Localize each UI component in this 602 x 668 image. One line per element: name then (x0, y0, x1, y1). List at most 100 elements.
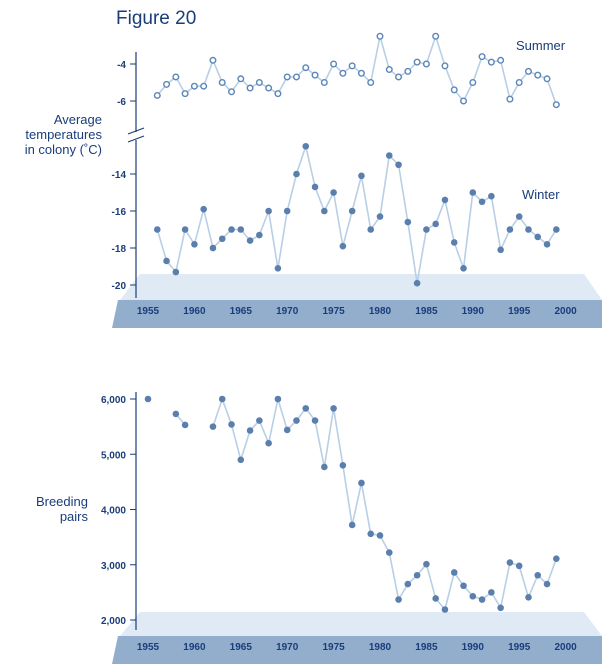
summer-data-point (311, 71, 319, 79)
pairs-x-tick-label: 1980 (369, 642, 392, 653)
summer-series-line (156, 33, 558, 105)
winter-data-point (181, 226, 189, 233)
pairs-series-segment (444, 572, 456, 610)
temperature-axis-base-front (112, 300, 602, 328)
winter-data-point (515, 213, 523, 220)
temperature-x-tick-label: 1995 (508, 306, 531, 317)
winter-data-point (293, 170, 300, 178)
pairs-data-point (478, 596, 486, 603)
summer-data-point (330, 60, 338, 68)
winter-data-point (469, 189, 477, 196)
temperature-x-tick-label: 1955 (137, 306, 160, 317)
summer-data-point (348, 62, 356, 70)
pairs-x-tick-label: 1965 (230, 642, 253, 653)
winter-y-tick-label: -18 (112, 244, 127, 255)
pairs-series-segment (546, 558, 558, 585)
summer-data-point (367, 78, 375, 86)
winter-data-point (265, 207, 272, 215)
pairs-y-tick-label: 3,000 (101, 561, 126, 572)
winter-data-point (311, 183, 319, 191)
summer-data-point (200, 82, 208, 90)
pairs-series-segment (518, 565, 530, 598)
summer-data-point (209, 56, 217, 64)
pairs-data-point (265, 439, 272, 447)
summer-series-label: Summer (516, 38, 566, 53)
pairs-data-point (506, 559, 514, 566)
winter-data-point (283, 207, 291, 215)
temperature-chart: -4 -6 -14 -16 -18 -20 1955 1960 1965 1970 1975 1980… (112, 32, 602, 328)
pairs-data-point (228, 421, 235, 428)
pairs-x-tick-label: 1985 (415, 642, 438, 653)
summer-data-point (460, 97, 468, 105)
summer-y-tick-label: -4 (117, 60, 126, 71)
pairs-x-tick-label: 1955 (137, 642, 160, 653)
summer-data-point (302, 64, 310, 72)
pairs-series-segment (388, 552, 400, 600)
winter-data-point (413, 279, 421, 287)
winter-data-point (376, 213, 384, 220)
pairs-data-point (441, 606, 449, 613)
pairs-data-point (311, 417, 319, 424)
winter-y-tick-label: -20 (112, 281, 127, 292)
pairs-data-point (469, 592, 477, 600)
winter-series-label: Winter (522, 187, 560, 202)
summer-data-point (283, 73, 291, 81)
summer-data-point (487, 58, 495, 66)
summer-data-point (237, 75, 245, 83)
winter-data-point (172, 268, 180, 276)
summer-data-point (450, 86, 458, 94)
pairs-series-segment (342, 465, 353, 526)
winter-data-point (553, 226, 560, 233)
winter-data-point (543, 241, 551, 248)
pairs-x-tick-label: 1970 (276, 642, 299, 653)
breeding-pairs-axis-label-line-2: pairs (59, 509, 88, 524)
winter-data-point (163, 257, 170, 265)
pairs-data-point (525, 594, 532, 601)
pairs-series-segment (360, 482, 372, 534)
summer-data-point (515, 78, 523, 86)
pairs-x-tick-label: 1995 (508, 642, 531, 653)
summer-data-point (153, 91, 161, 99)
pairs-data-point (358, 479, 365, 487)
temperature-x-tick-label: 1965 (230, 306, 253, 317)
pairs-y-tick-label: 4,000 (101, 506, 126, 517)
pairs-series-segment (323, 408, 335, 468)
pairs-series-segment (499, 562, 511, 609)
pairs-data-point (218, 395, 226, 403)
winter-data-point (218, 235, 226, 243)
winter-data-point (237, 226, 245, 233)
pairs-data-point (330, 405, 337, 412)
summer-data-point (385, 66, 393, 74)
temperature-axis-label-line-1: Average (53, 112, 102, 127)
summer-data-point (404, 67, 412, 75)
summer-y-tick-label: -6 (117, 97, 126, 108)
winter-data-point (534, 233, 542, 241)
summer-data-point (497, 56, 505, 64)
pairs-data-point (543, 580, 551, 588)
pairs-y-tick-label: 5,000 (101, 450, 126, 461)
winter-data-point (367, 226, 375, 233)
pairs-x-tick-label: 1990 (462, 642, 485, 653)
pairs-series-segment (258, 420, 270, 444)
winter-data-point (200, 205, 207, 213)
summer-data-point (552, 101, 560, 109)
temperature-x-tick-label: 1985 (415, 306, 438, 317)
pairs-data-point (432, 595, 439, 602)
pairs-series-segment (277, 398, 288, 431)
winter-data-point (432, 220, 439, 228)
pairs-data-point (348, 521, 356, 529)
pairs-data-point (423, 560, 430, 568)
summer-data-point (524, 67, 532, 75)
summer-data-point (181, 90, 189, 98)
winter-data-point (339, 242, 347, 250)
summer-data-point (265, 84, 273, 92)
temperature-axis-label-line-3: in colony (˚C) (24, 142, 102, 157)
winter-data-point (228, 226, 235, 233)
summer-data-point (469, 78, 477, 86)
winter-data-point (395, 161, 402, 169)
summer-data-point (228, 88, 236, 96)
winter-y-tick-label: -16 (112, 207, 127, 218)
temperature-axis-label: Average temperatures in colony (˚C) (0, 112, 102, 157)
summer-data-point (376, 32, 384, 40)
summer-data-point (320, 78, 328, 86)
